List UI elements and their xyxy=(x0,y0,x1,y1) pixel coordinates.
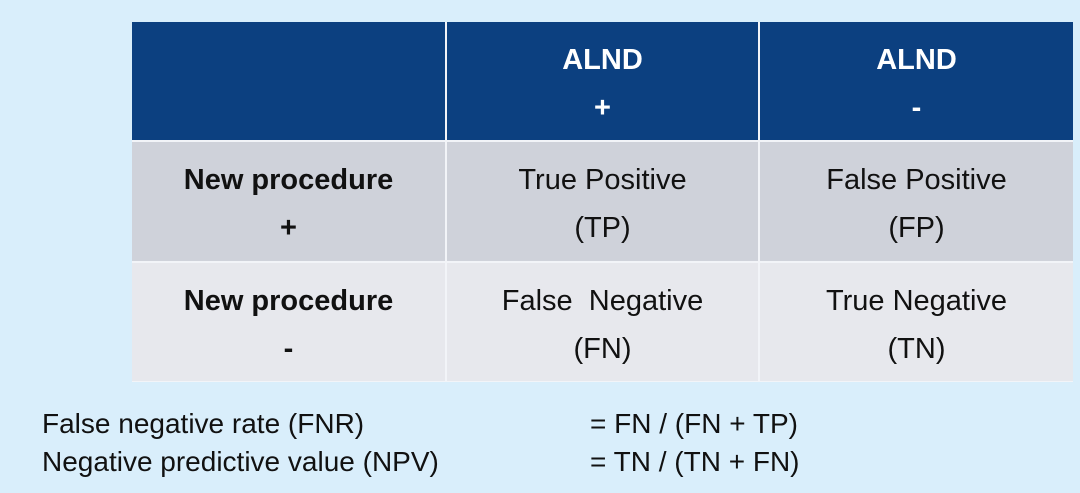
cell-true-positive: True Positive (TP) xyxy=(447,142,758,261)
row-label-sign: + xyxy=(280,212,297,245)
cell-abbr: (FP) xyxy=(888,212,945,245)
row-label-new-procedure-positive: New procedure + xyxy=(132,142,445,261)
header-sign: + xyxy=(594,91,611,124)
cell-text: True Positive xyxy=(518,163,687,196)
formula-expression: = TN / (TN + FN) xyxy=(590,446,800,477)
cell-text: False Positive xyxy=(826,163,1007,196)
header-sign: - xyxy=(911,91,922,124)
cell-abbr: (FN) xyxy=(573,332,632,365)
row-label-new-procedure-negative: New procedure - xyxy=(132,263,445,381)
formula-label: False negative rate (FNR) xyxy=(42,408,365,439)
formula-fnr: False negative rate (FNR) = FN / (FN + T… xyxy=(42,405,800,443)
header-alnd-positive: ALND + xyxy=(447,22,758,140)
cell-abbr: (TN) xyxy=(887,332,946,365)
row-label-text: New procedure xyxy=(183,284,394,317)
header-text: ALND xyxy=(876,43,957,76)
row-label-text: New procedure xyxy=(183,163,394,196)
header-corner-cell xyxy=(132,22,445,140)
formula-expression: = FN / (FN + TP) xyxy=(590,408,798,439)
cell-abbr: (TP) xyxy=(574,212,631,245)
formula-npv: Negative predictive value (NPV) = TN / (… xyxy=(42,443,800,481)
row-label-sign: - xyxy=(283,332,294,365)
formulas: False negative rate (FNR) = FN / (FN + T… xyxy=(42,405,800,481)
cell-text: False Negative xyxy=(501,284,704,317)
cell-text: True Negative xyxy=(825,284,1008,317)
header-alnd-negative: ALND - xyxy=(760,22,1073,140)
cell-false-negative: False Negative (FN) xyxy=(447,263,758,381)
cell-true-negative: True Negative (TN) xyxy=(760,263,1073,381)
formula-label: Negative predictive value (NPV) xyxy=(42,446,439,477)
cell-false-positive: False Positive (FP) xyxy=(760,142,1073,261)
header-text: ALND xyxy=(562,43,643,76)
confusion-matrix-table: ALND + ALND - New procedure + True Posit… xyxy=(132,22,1073,382)
